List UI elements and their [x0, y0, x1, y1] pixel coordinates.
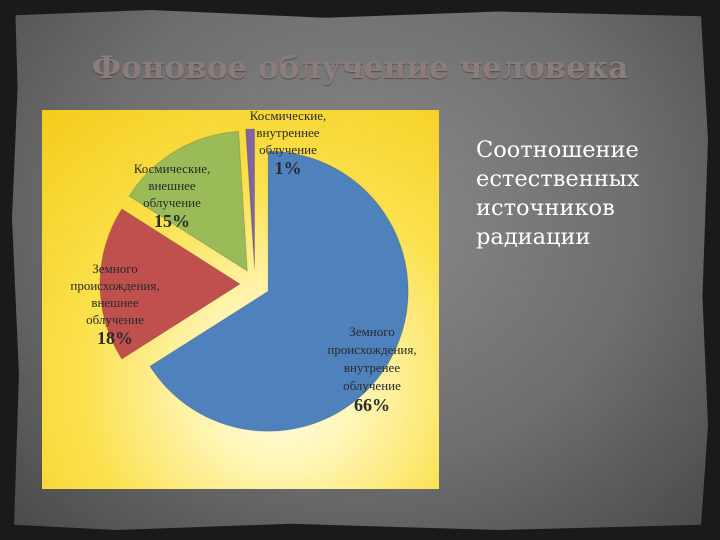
pie-slice	[128, 130, 248, 273]
slice-value-label: 15%	[154, 211, 190, 231]
side-text-line: радиации	[476, 224, 591, 250]
pie-chart-panel: Земного происхождения, внутренее облучение 6…	[42, 110, 439, 489]
slice-label: Космические, внешнее облучение	[134, 161, 211, 210]
slice-value-label: 1%	[275, 158, 302, 178]
side-text-line: Соотношение	[476, 137, 639, 163]
pie-slice	[245, 128, 256, 270]
slice-value-label: 18%	[97, 328, 133, 348]
side-text-line: естественных	[476, 166, 640, 192]
pie-slice	[99, 208, 241, 360]
side-text: Соотношение естественных источников ради…	[476, 136, 696, 252]
slice-label: Земного происхождения, внешнее облучение	[70, 261, 159, 327]
slice-value-label: 66%	[354, 395, 390, 415]
side-text-line: источников	[476, 195, 615, 221]
slice-label: Земного происхождения, внутренее облучение	[327, 324, 416, 393]
pie-chart: Земного происхождения, внутренее облучение6…	[70, 110, 417, 432]
pie-slice	[149, 150, 409, 432]
slice-label: Космические, внутреннее облучение	[250, 110, 327, 157]
slide-title: Фоновое облучение человека	[91, 50, 629, 86]
